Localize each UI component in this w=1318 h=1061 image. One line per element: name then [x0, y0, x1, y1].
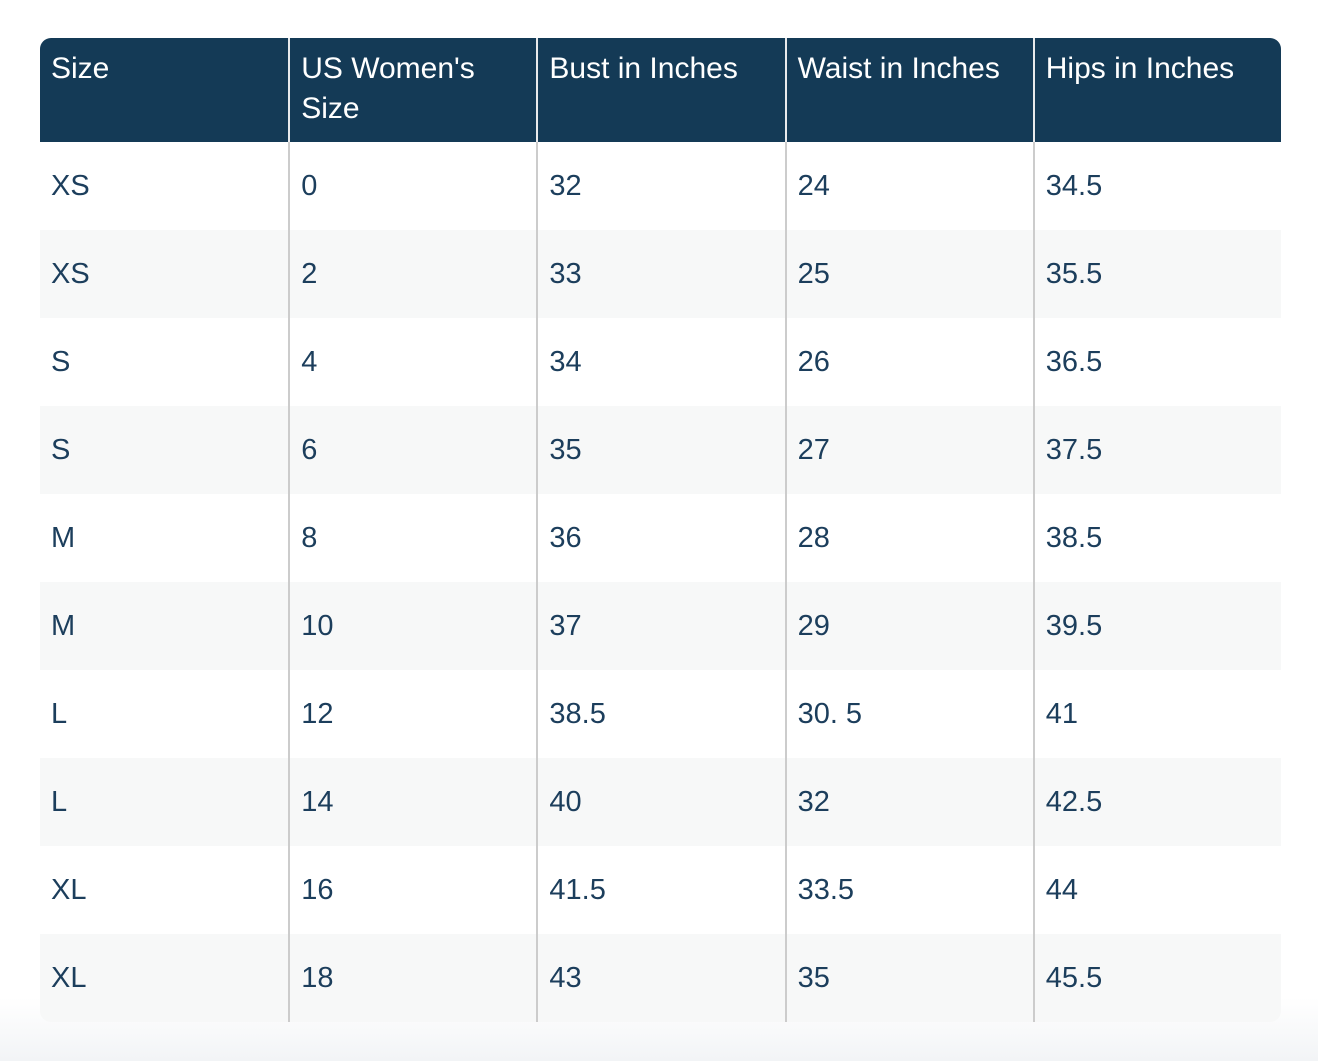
table-row: S 4 34 26 36.5 — [40, 318, 1281, 406]
table-row: XS 0 32 24 34.5 — [40, 142, 1281, 230]
cell-us-size: 8 — [288, 494, 537, 582]
column-header-hips: Hips in Inches — [1032, 38, 1281, 142]
column-header-size: Size — [40, 38, 289, 142]
cell-bust: 32 — [536, 142, 785, 230]
cell-hips: 35.5 — [1032, 230, 1281, 318]
cell-hips: 45.5 — [1032, 934, 1281, 1022]
cell-bust: 37 — [536, 582, 785, 670]
cell-size: XS — [40, 142, 289, 230]
cell-waist: 27 — [784, 406, 1033, 494]
cell-size: XL — [40, 934, 289, 1022]
cell-us-size: 12 — [288, 670, 537, 758]
cell-hips: 41 — [1032, 670, 1281, 758]
cell-size: L — [40, 758, 289, 846]
cell-bust: 38.5 — [536, 670, 785, 758]
table-header: Size US Women's Size Bust in Inches Wais… — [40, 38, 1281, 142]
cell-bust: 43 — [536, 934, 785, 1022]
column-header-us-size: US Women's Size — [288, 38, 537, 142]
table-row: S 6 35 27 37.5 — [40, 406, 1281, 494]
cell-size: XS — [40, 230, 289, 318]
cell-us-size: 10 — [288, 582, 537, 670]
cell-us-size: 6 — [288, 406, 537, 494]
cell-us-size: 18 — [288, 934, 537, 1022]
cell-bust: 33 — [536, 230, 785, 318]
cell-size: M — [40, 494, 289, 582]
cell-size: S — [40, 318, 289, 406]
cell-size: M — [40, 582, 289, 670]
cell-hips: 44 — [1032, 846, 1281, 934]
table-row: XS 2 33 25 35.5 — [40, 230, 1281, 318]
table-row: M 10 37 29 39.5 — [40, 582, 1281, 670]
cell-us-size: 16 — [288, 846, 537, 934]
column-header-waist: Waist in Inches — [784, 38, 1033, 142]
cell-size: S — [40, 406, 289, 494]
cell-us-size: 14 — [288, 758, 537, 846]
table-row: L 14 40 32 42.5 — [40, 758, 1281, 846]
cell-us-size: 4 — [288, 318, 537, 406]
table-body: XS 0 32 24 34.5 XS 2 33 25 35.5 S 4 34 2… — [40, 142, 1281, 1022]
cell-bust: 40 — [536, 758, 785, 846]
table-row: L 12 38.5 30. 5 41 — [40, 670, 1281, 758]
cell-hips: 39.5 — [1032, 582, 1281, 670]
cell-waist: 28 — [784, 494, 1033, 582]
cell-waist: 30. 5 — [784, 670, 1033, 758]
cell-bust: 34 — [536, 318, 785, 406]
cell-waist: 35 — [784, 934, 1033, 1022]
cell-hips: 38.5 — [1032, 494, 1281, 582]
size-chart-table: Size US Women's Size Bust in Inches Wais… — [40, 38, 1281, 1022]
cell-size: XL — [40, 846, 289, 934]
column-header-bust: Bust in Inches — [536, 38, 785, 142]
cell-hips: 42.5 — [1032, 758, 1281, 846]
header-row: Size US Women's Size Bust in Inches Wais… — [40, 38, 1281, 142]
cell-waist: 29 — [784, 582, 1033, 670]
cell-us-size: 0 — [288, 142, 537, 230]
cell-us-size: 2 — [288, 230, 537, 318]
cell-waist: 24 — [784, 142, 1033, 230]
cell-bust: 35 — [536, 406, 785, 494]
cell-waist: 32 — [784, 758, 1033, 846]
cell-bust: 36 — [536, 494, 785, 582]
cell-hips: 36.5 — [1032, 318, 1281, 406]
cell-hips: 37.5 — [1032, 406, 1281, 494]
cell-waist: 25 — [784, 230, 1033, 318]
cell-bust: 41.5 — [536, 846, 785, 934]
size-chart: Size US Women's Size Bust in Inches Wais… — [40, 38, 1281, 1022]
cell-waist: 33.5 — [784, 846, 1033, 934]
cell-size: L — [40, 670, 289, 758]
cell-waist: 26 — [784, 318, 1033, 406]
table-row: XL 16 41.5 33.5 44 — [40, 846, 1281, 934]
table-row: XL 18 43 35 45.5 — [40, 934, 1281, 1022]
table-row: M 8 36 28 38.5 — [40, 494, 1281, 582]
cell-hips: 34.5 — [1032, 142, 1281, 230]
